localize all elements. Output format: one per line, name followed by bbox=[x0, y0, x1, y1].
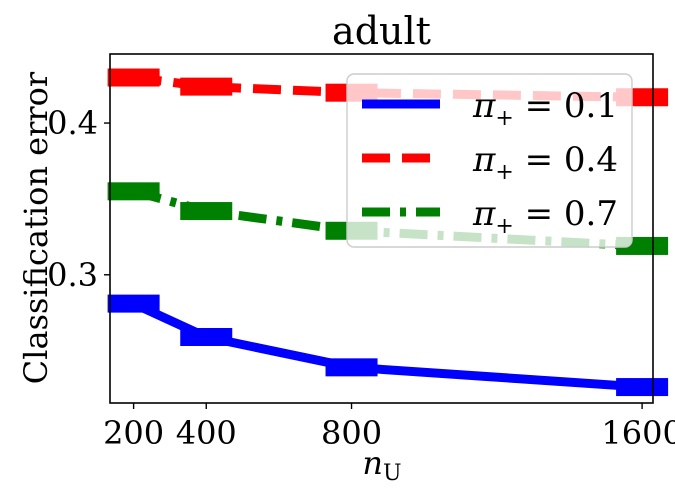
tick-layer: 200 400 800 1600 0.3 0.4 bbox=[47, 104, 675, 452]
x-tick-label: 200 bbox=[103, 414, 164, 452]
data-point bbox=[634, 236, 651, 253]
x-tick-label: 400 bbox=[176, 414, 237, 452]
series-solid bbox=[107, 294, 669, 397]
x-axis-label-main: n bbox=[362, 444, 383, 482]
data-point bbox=[125, 70, 142, 87]
legend-label: π+ = 0.4 bbox=[472, 140, 618, 185]
x-axis-label: nU bbox=[362, 444, 401, 486]
legend-box bbox=[346, 73, 633, 248]
legend: π+ = 0.1 π+ = 0.4 π+ = 0.7 bbox=[346, 73, 633, 248]
legend-label: π+ = 0.7 bbox=[472, 194, 618, 239]
data-point bbox=[198, 202, 215, 219]
data-point bbox=[635, 380, 650, 395]
y-tick-label: 0.3 bbox=[47, 256, 98, 294]
y-axis-label: Classification error bbox=[17, 71, 55, 384]
x-tick-label: 1600 bbox=[601, 414, 675, 452]
data-point bbox=[125, 182, 142, 199]
chart-title: adult bbox=[332, 9, 431, 53]
x-tick-label: 800 bbox=[321, 414, 382, 452]
series-line bbox=[131, 299, 643, 392]
y-tick-label: 0.4 bbox=[47, 104, 98, 142]
x-axis-label-subscript: U bbox=[383, 461, 402, 486]
plot-frame bbox=[109, 53, 654, 404]
data-point bbox=[126, 296, 141, 311]
data-point bbox=[634, 90, 651, 107]
data-point bbox=[344, 360, 359, 375]
data-point bbox=[198, 79, 215, 96]
legend-label: π+ = 0.1 bbox=[472, 86, 618, 131]
data-point bbox=[199, 329, 214, 344]
